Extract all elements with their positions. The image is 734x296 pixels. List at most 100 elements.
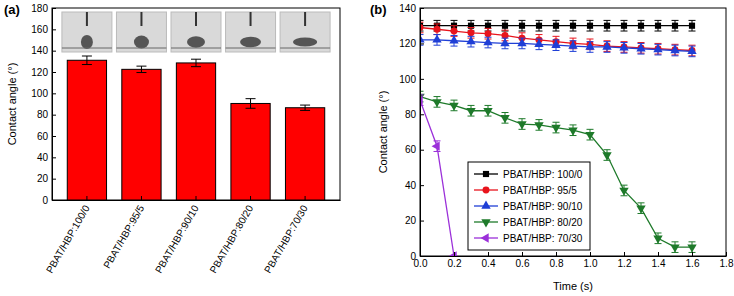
- error-cap: [519, 31, 526, 32]
- x-axis-title: Time (s): [553, 280, 593, 292]
- error-cap: [621, 185, 628, 186]
- marker: [451, 28, 458, 35]
- tick: 60: [37, 131, 56, 142]
- error-bar: [570, 20, 577, 31]
- tick-mark: [556, 252, 557, 256]
- error-cap: [655, 31, 662, 32]
- substrate: [116, 48, 166, 49]
- error-cap: [246, 98, 256, 99]
- marker: [587, 23, 593, 29]
- error-cap: [638, 20, 645, 21]
- error-bar: [638, 20, 645, 31]
- error-cap: [536, 49, 543, 50]
- tick: 0.4: [482, 252, 496, 269]
- tick-label: 140: [399, 3, 416, 14]
- substrate: [62, 48, 112, 49]
- y-axis-title: Contact angle (°): [6, 63, 18, 146]
- marker: [449, 35, 458, 43]
- legend-marker: [481, 233, 489, 242]
- marker: [517, 38, 526, 46]
- legend-frame: [468, 162, 590, 250]
- tick: 140: [399, 3, 424, 14]
- series: [420, 20, 696, 31]
- error-cap: [246, 108, 256, 109]
- error-cap: [553, 20, 560, 21]
- tick: 40: [37, 152, 56, 163]
- error-cap: [434, 96, 441, 97]
- needle: [140, 12, 142, 26]
- tick-label: 120: [31, 67, 48, 78]
- error-cap: [689, 56, 696, 57]
- series: [420, 95, 458, 256]
- error-cap: [485, 20, 492, 21]
- series: [420, 91, 697, 252]
- tick-mark: [590, 252, 591, 256]
- error-cap: [191, 66, 201, 67]
- tick: 120: [399, 38, 424, 49]
- error-bar: [136, 66, 146, 72]
- tick-mark: [52, 115, 56, 116]
- tick-mark: [141, 196, 142, 200]
- error-cap: [672, 241, 679, 242]
- error-bar: [655, 20, 662, 31]
- error-cap: [434, 140, 441, 141]
- error-cap: [604, 31, 611, 32]
- legend-label: PBAT/HBP: 70/30: [503, 233, 583, 244]
- tick: 60: [405, 144, 424, 155]
- marker: [551, 40, 560, 48]
- axis-line: [420, 9, 421, 257]
- tick-mark: [420, 150, 424, 151]
- tick-label: 0.2: [448, 258, 462, 269]
- marker: [517, 121, 526, 129]
- marker: [619, 42, 628, 50]
- error-cap: [536, 31, 543, 32]
- droplet-photo: [171, 12, 221, 52]
- error-cap: [587, 31, 594, 32]
- tick-mark: [52, 157, 56, 158]
- substrate: [280, 48, 330, 49]
- panel-label: (b): [370, 2, 387, 17]
- marker: [434, 26, 441, 33]
- marker: [636, 43, 645, 51]
- tick-mark: [726, 252, 727, 256]
- legend-label: PBAT/HBP: 90/10: [503, 201, 583, 212]
- tick-mark: [420, 185, 424, 186]
- marks: [62, 12, 330, 200]
- tick-label: 1.6: [686, 258, 700, 269]
- bar: [122, 69, 161, 200]
- error-cap: [536, 20, 543, 21]
- legend-item: PBAT/HBP: 90/10: [474, 201, 583, 212]
- error-bar: [553, 20, 560, 31]
- droplet: [81, 35, 93, 49]
- error-cap: [191, 59, 201, 60]
- error-cap: [468, 27, 475, 28]
- series: [420, 34, 697, 56]
- error-cap: [587, 129, 594, 130]
- tick: 20: [37, 173, 56, 184]
- tick-label: PBAT/HBP:80/20: [208, 203, 256, 275]
- series-line: [420, 97, 692, 248]
- error-cap: [553, 122, 560, 123]
- error-cap: [536, 119, 543, 120]
- error-cap: [672, 20, 679, 21]
- error-bar: [502, 20, 509, 31]
- error-cap: [689, 31, 696, 32]
- error-cap: [451, 20, 458, 21]
- tick-label: 140: [31, 45, 48, 56]
- tick-label: 20: [37, 173, 49, 184]
- legend-item: PBAT/HBP: 100/0: [474, 169, 583, 180]
- tick-mark: [692, 252, 693, 256]
- legend-label: PBAT/HBP: 100/0: [503, 169, 583, 180]
- tick: 1.0: [584, 252, 598, 269]
- tick-mark: [420, 252, 421, 256]
- droplet-photo: [226, 12, 276, 52]
- error-cap: [300, 105, 310, 106]
- tick-label: 180: [31, 3, 48, 14]
- tick: 1.4: [652, 252, 666, 269]
- error-cap: [638, 42, 645, 43]
- tick-label: 0.6: [516, 258, 530, 269]
- plot-frame: [52, 8, 340, 200]
- marker: [449, 251, 457, 256]
- droplet: [240, 37, 261, 47]
- marker: [621, 23, 627, 29]
